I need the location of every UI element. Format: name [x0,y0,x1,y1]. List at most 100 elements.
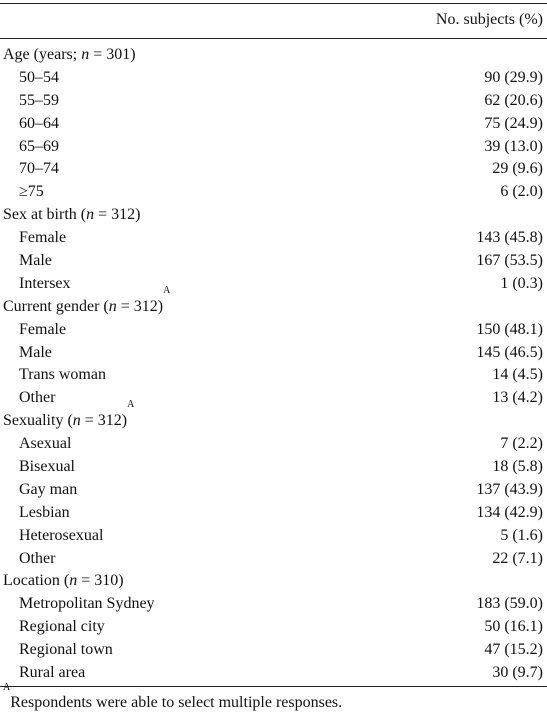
table-row: 60–64 75 (24.9) [0,113,547,136]
row-label: Lesbian [19,503,70,521]
row-label: Asexual [19,435,72,453]
row-label: Heterosexual [19,526,104,544]
row-label: 60–64 [19,114,59,132]
group-n-symbol: n [72,412,81,430]
table-row: Other 13 (4.2) [0,387,547,410]
row-value: 47 (15.2) [484,641,543,659]
table-row: Gay man 137 (43.9) [0,479,547,502]
group-n-symbol: n [108,297,117,315]
row-label: Other [19,549,56,567]
group-title-text: Age (years; [3,46,82,63]
row-label: Regional town [19,641,113,659]
row-value: 30 (9.7) [492,664,543,682]
footnote-marker: A [3,682,11,693]
group-header-row: Current gender (n = 312)A [0,285,547,319]
table-row: Female 143 (45.8) [0,227,547,250]
table-row: Regional city 50 (16.1) [0,616,547,639]
row-value: 167 (53.5) [476,252,543,270]
row-value: 50 (16.1) [484,618,543,636]
group-n-symbol: n [69,572,78,590]
group-footnote-marker: A [163,284,171,296]
row-value: 7 (2.2) [500,435,543,453]
table-row: 50–54 90 (29.9) [0,67,547,90]
group-title-text: Sexuality ( [3,412,73,430]
row-label: Bisexual [19,458,75,476]
group-footnote-marker: A [127,399,135,411]
row-value: 90 (29.9) [484,68,543,86]
group-n-symbol: n [81,46,90,63]
row-value: 18 (5.8) [492,458,543,476]
table-row: 70–74 29 (9.6) [0,158,547,181]
header-rule [0,38,547,39]
group-header-row: Age (years; n = 301) [0,44,547,67]
row-label: Other [19,389,56,407]
row-value: 134 (42.9) [476,503,543,521]
group-title: Sex at birth (n = 312) [3,204,140,227]
row-value: 29 (9.6) [492,160,543,178]
row-value: 39 (13.0) [484,137,543,155]
row-value: 150 (48.1) [476,320,543,338]
bottom-rule [0,686,547,687]
table-body: Age (years; n = 301) 50–54 90 (29.9) 55–59 6… [0,44,547,685]
table-row: Bisexual 18 (5.8) [0,456,547,479]
value-column-header: No. subjects (%) [435,11,543,28]
group-n-symbol: n [86,206,95,224]
row-label: Trans woman [19,366,106,384]
row-label: 65–69 [19,137,59,155]
row-value: 22 (7.1) [492,549,543,567]
table-row: Male 145 (46.5) [0,342,547,365]
table-row: Other 22 (7.1) [0,548,547,571]
row-label: Male [19,252,52,270]
row-label: Gay man [19,480,78,498]
row-label: ≥75 [19,183,44,201]
table-row: Intersex 1 (0.3) [0,273,547,296]
group-title-text: Current gender ( [3,297,109,315]
row-value: 183 (59.0) [476,595,543,613]
group-title: Location (n = 310) [3,570,124,593]
row-label: Regional city [19,618,105,636]
group-header-row: Sexuality (n = 312)A [0,400,547,433]
row-value: 6 (2.0) [500,183,543,201]
group-header-row: Location (n = 310) [0,570,547,593]
footnote-text: Respondents were able to select multiple… [10,694,343,711]
row-label: 55–59 [19,91,59,109]
top-rule [0,3,547,4]
group-title: Sexuality (n = 312)A [3,400,134,433]
group-n-value: = 312) [116,297,164,315]
row-label: 50–54 [19,68,59,86]
table-row: 65–69 39 (13.0) [0,136,547,159]
group-title: Current gender (n = 312)A [3,285,170,319]
row-label: Rural area [19,664,86,682]
row-value: 145 (46.5) [476,343,543,361]
row-label: Intersex [19,274,71,292]
row-value: 13 (4.2) [492,389,543,407]
table-row: Female 150 (48.1) [0,319,547,342]
table-row: 55–59 62 (20.6) [0,90,547,113]
group-n-value: = 301) [89,46,136,63]
group-n-value: = 312) [80,412,128,430]
table-footnote: ARespondents were able to select multipl… [3,683,343,713]
group-title-text: Sex at birth ( [3,206,87,224]
table-row: Metropolitan Sydney 183 (59.0) [0,593,547,616]
group-n-value: = 310) [77,572,124,590]
row-label: Female [19,320,67,338]
table-row: Lesbian 134 (42.9) [0,502,547,525]
table-row: Rural area 30 (9.7) [0,662,547,685]
row-value: 5 (1.6) [500,526,543,544]
group-header-row: Sex at birth (n = 312) [0,204,547,227]
table-row: Asexual 7 (2.2) [0,433,547,456]
row-value: 14 (4.5) [492,366,543,384]
row-label: 70–74 [19,160,59,178]
row-value: 62 (20.6) [484,91,543,109]
table-row: Heterosexual 5 (1.6) [0,525,547,548]
row-label: Female [19,229,67,247]
row-label: Metropolitan Sydney [19,595,155,613]
row-value: 1 (0.3) [500,274,543,292]
row-label: Male [19,343,52,361]
table-row: ≥75 6 (2.0) [0,181,547,204]
row-value: 75 (24.9) [484,114,543,132]
table-row: Regional town 47 (15.2) [0,639,547,662]
group-n-value: = 312) [94,206,141,224]
table-row: Trans woman 14 (4.5) [0,364,547,387]
